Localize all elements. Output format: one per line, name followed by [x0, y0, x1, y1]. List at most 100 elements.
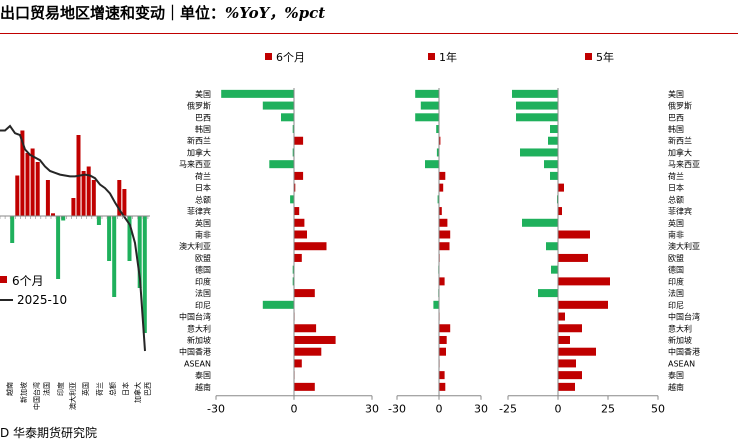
category-label-left: 南非: [195, 230, 211, 240]
bar: [439, 218, 448, 227]
category-label-left: 法国: [195, 288, 211, 298]
bar: [20, 130, 25, 216]
category-label-rotated: 总额: [108, 382, 117, 396]
category-label-right: 俄罗斯: [668, 101, 692, 111]
category-label-left: 韩国: [195, 124, 211, 134]
bar: [45, 180, 50, 216]
bar: [292, 265, 294, 274]
bar: [439, 242, 450, 251]
x-tick-label: 30: [365, 403, 379, 416]
category-label-rotated: 日本: [121, 382, 130, 396]
bar: [439, 183, 444, 192]
bar: [544, 160, 558, 169]
category-label-left: 总额: [195, 194, 211, 204]
bar: [35, 162, 40, 216]
bar: [558, 300, 608, 309]
category-label-right: 越南: [668, 382, 684, 392]
category-label-left: 俄罗斯: [187, 101, 211, 111]
category-label-right: 总额: [668, 194, 684, 204]
category-label-left: 越南: [195, 382, 211, 392]
category-label-right: 韩国: [668, 124, 684, 134]
bar: [551, 265, 558, 274]
bar: [439, 171, 446, 180]
category-label-left: 马来西亚: [179, 160, 211, 169]
category-label-left: 英国: [195, 218, 211, 228]
bar: [294, 218, 305, 227]
bar: [439, 324, 451, 333]
bar: [107, 216, 112, 261]
bar: [415, 113, 439, 122]
title-divider: [0, 33, 738, 34]
legend-swatch: [585, 53, 592, 60]
bar: [294, 324, 317, 333]
legend-swatch: [0, 276, 7, 283]
category-label-left: 荷兰: [195, 171, 211, 181]
bar: [433, 300, 439, 309]
bar: [558, 382, 575, 391]
x-tick-label: 50: [651, 403, 665, 416]
bar: [290, 195, 294, 204]
bar: [112, 216, 117, 297]
bar: [439, 136, 441, 145]
bar: [558, 253, 588, 262]
category-label-right: 英国: [668, 218, 684, 228]
bar: [294, 253, 302, 262]
bar: [516, 101, 558, 110]
category-label-right: 中国台湾: [668, 312, 700, 322]
category-label-right: 印尼: [668, 301, 684, 310]
category-label-right: ASEAN: [668, 359, 695, 368]
bar: [558, 183, 564, 192]
bar: [512, 89, 558, 98]
bar: [61, 216, 66, 221]
bar: [550, 171, 558, 180]
bar: [550, 125, 558, 134]
bar: [294, 230, 307, 239]
bar: [546, 242, 558, 251]
bar: [221, 89, 294, 98]
bar: [262, 300, 294, 309]
category-label-left: 美国: [195, 89, 211, 99]
legend-label: 1年: [439, 50, 457, 64]
category-label-right: 日本: [668, 183, 684, 193]
x-tick-label: 0: [291, 403, 298, 416]
category-label-rotated: 印度: [56, 382, 65, 396]
x-tick-label: -25: [499, 403, 517, 416]
category-label-rotated: 法国: [42, 382, 51, 396]
bar: [117, 180, 122, 216]
bar: [294, 183, 296, 192]
category-label-left: 新加坡: [187, 335, 211, 345]
bar: [439, 347, 446, 356]
source-note: D 华泰期货研究院: [0, 426, 98, 440]
bar: [51, 213, 55, 216]
category-label-left: 中国香港: [179, 347, 211, 357]
legend-swatch: [265, 53, 272, 60]
category-label-right: 荷兰: [668, 171, 684, 181]
bar: [538, 289, 558, 298]
bar: [294, 136, 304, 145]
bar: [522, 218, 558, 227]
bar: [558, 335, 570, 344]
legend-label: 2025-10: [17, 293, 67, 307]
chart-title: 出口贸易地区增速和变动｜单位：%YoY，%pct: [0, 2, 325, 23]
bar: [281, 113, 294, 122]
bar: [436, 148, 439, 157]
category-label-left: 意大利: [187, 323, 211, 333]
category-label-rotated: 英国: [81, 382, 90, 396]
category-label-rotated: 中国台湾: [32, 382, 41, 410]
bar: [425, 160, 439, 169]
bar: [439, 277, 445, 286]
x-tick-label: 0: [555, 403, 562, 416]
bar: [294, 347, 322, 356]
bar: [294, 289, 315, 298]
bar: [415, 89, 439, 98]
legend-label: 6个月: [276, 51, 305, 64]
x-tick-label: 0: [436, 403, 443, 416]
category-label-left: 菲律宾: [187, 206, 211, 216]
bar: [30, 148, 35, 216]
bar: [294, 207, 300, 216]
category-label-left: 加拿大: [187, 147, 211, 157]
category-label-right: 德国: [668, 265, 684, 275]
bar: [294, 242, 327, 251]
category-label-left: 新西兰: [187, 136, 211, 146]
title-unit: %YoY，%pct: [225, 4, 326, 22]
